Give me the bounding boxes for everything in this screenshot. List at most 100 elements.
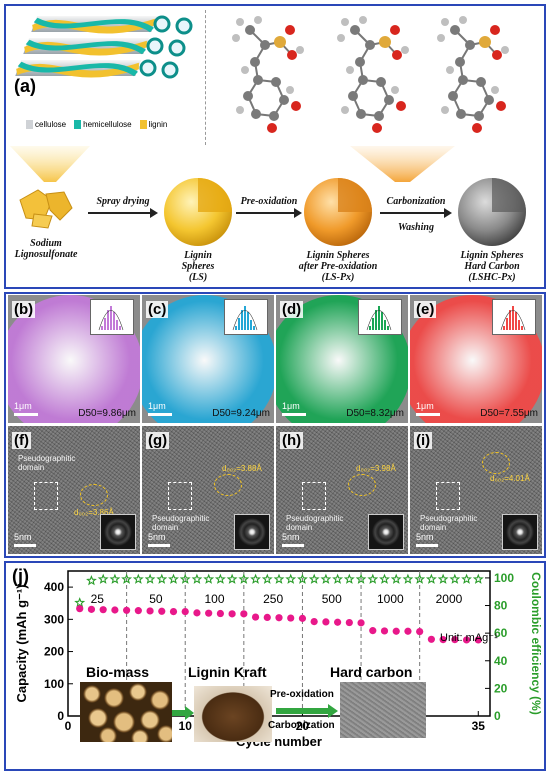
scale-label: 1μm — [14, 401, 32, 411]
ce-point — [449, 573, 461, 584]
lignin-swatch-icon — [139, 120, 147, 129]
scale-label: 1μm — [148, 401, 166, 411]
rate-label: 100 — [205, 592, 225, 606]
panel-a-divider — [205, 10, 206, 145]
capacity-point — [427, 635, 435, 643]
y2-tick-label: 20 — [494, 681, 508, 695]
ce-point — [203, 573, 215, 584]
size-histogram-inset — [90, 299, 134, 335]
rate-label: 2000 — [436, 592, 463, 606]
scale-bar — [282, 544, 304, 547]
y2-tick-label: 60 — [494, 626, 508, 640]
fft-inset — [100, 514, 136, 550]
capacity-point — [169, 608, 178, 616]
capacity-point — [451, 636, 459, 644]
capacity-point — [240, 610, 248, 618]
lignin-spheres-after-preoxidation — [304, 178, 372, 246]
capacity-point — [322, 618, 330, 626]
sodium-lignosulfonate-flakes — [19, 189, 73, 229]
capacity-point — [158, 607, 166, 615]
y-axis-label: Capacity (mAh g⁻¹) — [14, 584, 29, 702]
d50-value: D50=9.24μm — [212, 408, 270, 419]
capacity-point — [345, 618, 353, 627]
domain-annotation: Pseudographitic domain — [152, 514, 210, 532]
tem-panel-f: (f) Pseudographitic domain d₀₀₂=3.86Å 5n… — [8, 426, 140, 554]
tem-panel-i: (i) Pseudographitic domain d₀₀₂=4.01Å 5n… — [410, 426, 542, 554]
ce-point — [144, 573, 156, 584]
capacity-point — [134, 607, 142, 615]
panel-a-legend: cellulose hemicellulose lignin — [26, 120, 167, 129]
ce-point — [472, 573, 484, 584]
d-spacing-ellipse — [80, 484, 108, 506]
d50-value: D50=8.32μm — [346, 408, 404, 419]
lignin-spheres-hard-carbon — [458, 178, 526, 246]
scale-label: 5nm — [14, 532, 32, 542]
panel-label: (d) — [280, 301, 304, 318]
arrow-label-spray-drying: Spray drying — [96, 196, 150, 207]
capacity-point — [111, 606, 119, 614]
inset-arrow-2-icon — [276, 704, 338, 718]
scale-bar — [14, 413, 38, 416]
capacity-point — [181, 608, 189, 616]
capacity-point — [392, 627, 400, 635]
panel-label: (c) — [146, 301, 169, 318]
x-tick-label: 0 — [65, 719, 72, 733]
arrow-label-preoxidation: Pre-oxidation — [240, 196, 298, 207]
ce-point — [191, 573, 203, 584]
rate-label: 1000 — [377, 592, 404, 606]
capacity-point — [263, 613, 271, 621]
domain-annotation: Pseudographitic domain — [420, 514, 478, 532]
arrow-carbonization-icon — [380, 208, 452, 218]
legend-item-hemicellulose: hemicellulose — [74, 120, 132, 129]
ce-point — [414, 573, 426, 584]
fft-inset — [234, 514, 270, 550]
plot-frame — [67, 570, 491, 717]
scale-label: 5nm — [148, 532, 166, 542]
ce-point — [379, 573, 390, 584]
rate-label: 50 — [149, 592, 163, 606]
ce-point — [425, 573, 437, 584]
capacity-point — [439, 636, 447, 644]
inset-hard-carbon-label: Hard carbon — [330, 664, 413, 680]
step-sodium-lignosulfonate: Sodium Lignosulfonate — [14, 238, 78, 260]
arrow-spray-drying-icon — [88, 208, 158, 218]
unit-note: Unit: mAg⁻¹ — [440, 632, 498, 644]
capacity-point — [99, 606, 107, 614]
ce-point — [132, 573, 144, 584]
scale-label: 5nm — [416, 532, 434, 542]
ce-point — [273, 573, 285, 584]
pseudographitic-domain-box — [168, 482, 192, 510]
rate-label: 500 — [322, 592, 342, 606]
size-histogram-inset — [492, 299, 536, 335]
capacity-point — [275, 614, 283, 622]
y2-tick-label: 80 — [494, 599, 508, 613]
y-tick-label: 0 — [57, 709, 64, 723]
panel-a — [4, 4, 546, 289]
sem-panel-e: (e) 1μm D50=7.55μm — [410, 295, 542, 423]
capacity-point — [87, 605, 96, 613]
d-spacing-label: d₀₀₂=4.01Å — [490, 474, 530, 483]
inset-arrow-label-preoxidation: Pre-oxidation — [270, 689, 334, 700]
y-tick-label: 400 — [44, 580, 64, 594]
d-spacing-label: d₀₀₂=3.86Å — [74, 508, 114, 517]
capacity-point — [474, 636, 482, 644]
panel-j-label: (j) — [12, 566, 29, 586]
ce-point — [437, 573, 449, 584]
y2-tick-label: 40 — [494, 654, 508, 668]
ce-point — [461, 573, 472, 584]
panel-j — [4, 561, 546, 771]
ce-point — [238, 573, 250, 584]
scale-bar — [14, 544, 36, 547]
d-spacing-label: d₀₀₂=3.88Å — [222, 464, 262, 473]
pseudographitic-domain-box — [34, 482, 58, 510]
sem-panel-b: (b) 1μm D50=9.86μm — [8, 295, 140, 423]
pseudographitic-domain-box — [436, 482, 460, 510]
capacity-point — [462, 636, 471, 644]
ce-point — [355, 573, 367, 584]
capacity-point — [193, 609, 201, 617]
scale-label: 1μm — [282, 401, 300, 411]
scale-bar — [282, 413, 306, 416]
ce-point — [297, 573, 308, 584]
scale-bar — [416, 413, 440, 416]
panel-label: (g) — [146, 432, 170, 449]
